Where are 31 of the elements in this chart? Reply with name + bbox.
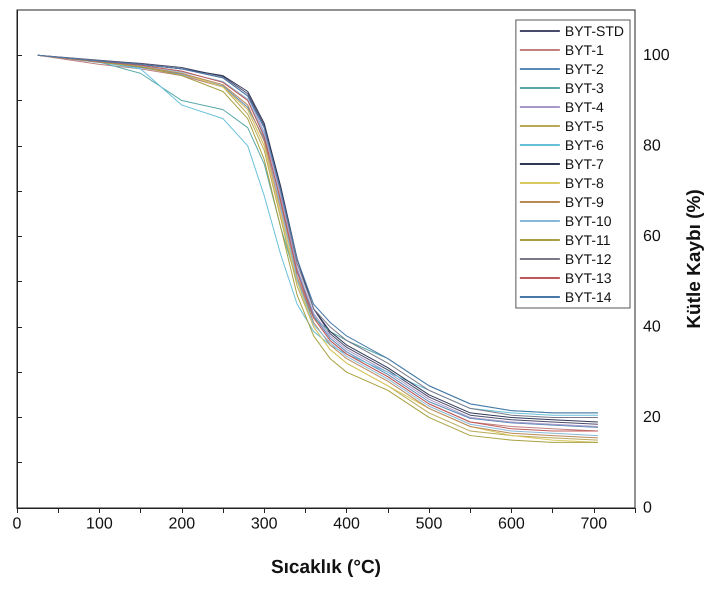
- legend-label: BYT-9: [564, 194, 604, 210]
- legend-label: BYT-3: [564, 80, 604, 96]
- y-axis-title: Kütle Kaybı (%): [684, 189, 705, 329]
- legend-label: BYT-11: [564, 232, 611, 248]
- legend-label: BYT-5: [564, 118, 604, 134]
- y-tick-label: 80: [643, 137, 661, 154]
- y-tick-label: 100: [643, 46, 670, 64]
- x-tick-label: 400: [333, 516, 360, 532]
- legend-label: BYT-13: [564, 270, 612, 286]
- legend-label: BYT-STD: [564, 23, 624, 39]
- legend-label: BYT-12: [564, 251, 612, 267]
- legend-label: BYT-1: [564, 42, 604, 58]
- legend-label: BYT-4: [564, 99, 604, 115]
- x-tick-label: 100: [86, 516, 113, 532]
- legend-label: BYT-6: [564, 137, 604, 153]
- y-tick-label: 0: [643, 500, 652, 516]
- y-tick-label: 60: [643, 228, 661, 245]
- x-tick-label: 0: [12, 516, 22, 532]
- x-tick-label: 300: [250, 516, 278, 532]
- x-tick-label: 700: [580, 516, 608, 532]
- legend-label: BYT-10: [564, 213, 612, 229]
- x-axis-title: Sıcaklık (°C): [270, 557, 382, 578]
- legend-label: BYT-7: [564, 156, 604, 172]
- x-tick-label: 500: [416, 516, 442, 532]
- x-tick-label: 200: [168, 516, 196, 532]
- legend-label: BYT-2: [564, 61, 604, 77]
- x-tick-label: 600: [498, 516, 525, 532]
- y-tick-label: 40: [643, 318, 661, 336]
- legend-label: BYT-8: [564, 175, 604, 191]
- legend-label: BYT-14: [564, 289, 612, 305]
- y-tick-label: 20: [643, 408, 661, 426]
